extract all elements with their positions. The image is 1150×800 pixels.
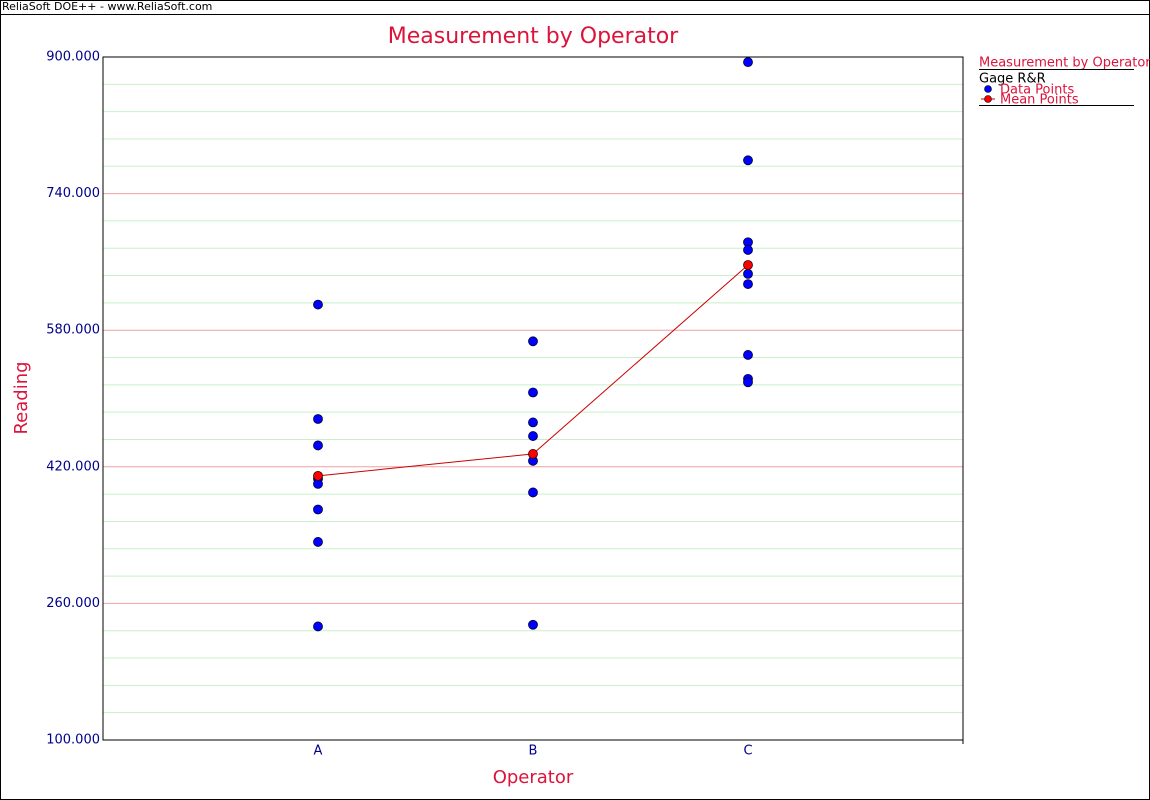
mean-point xyxy=(313,470,323,481)
data-point xyxy=(528,619,538,630)
legend: Measurement by Operator Gage R&R Data Po… xyxy=(979,56,1150,108)
data-point xyxy=(743,377,753,388)
x-tick-label: C xyxy=(743,744,752,759)
plot-frame xyxy=(102,56,964,741)
data-point xyxy=(743,57,753,68)
data-point xyxy=(313,299,323,310)
y-tick-label: 740.000 xyxy=(46,186,100,201)
caption: ReliaSoft DOE++ - www.ReliaSoft.com xyxy=(2,0,212,13)
data-point xyxy=(743,279,753,289)
data-point xyxy=(528,487,538,498)
legend-label: Data Points xyxy=(1000,83,1074,98)
y-tick-label: 100.000 xyxy=(46,733,100,748)
data-point xyxy=(743,268,753,279)
data-point xyxy=(743,350,753,360)
data-point xyxy=(313,440,323,451)
data-point xyxy=(528,417,538,428)
x-axis-label: Operator xyxy=(493,767,574,788)
x-tick-label: B xyxy=(529,744,538,759)
y-tick-label: 420.000 xyxy=(46,459,100,474)
y-tick-label: 900.000 xyxy=(46,50,100,65)
data-point xyxy=(528,336,538,347)
y-tick-label: 260.000 xyxy=(46,596,100,611)
legend-marker xyxy=(984,85,992,93)
legend-subtitle: Gage R&R xyxy=(979,72,1046,87)
legend-label: Mean Points xyxy=(1000,93,1079,108)
mean-point xyxy=(528,449,538,459)
data-point xyxy=(313,621,323,632)
mean-point xyxy=(743,260,753,270)
data-point xyxy=(743,245,753,255)
data-point xyxy=(313,537,323,547)
data-point xyxy=(528,431,538,441)
data-point xyxy=(313,414,323,424)
legend-title: Measurement by Operator xyxy=(979,56,1150,71)
chart-title: Measurement by Operator xyxy=(388,24,679,49)
y-tick-label: 580.000 xyxy=(46,323,100,338)
data-point xyxy=(313,504,323,515)
y-axis-label: Reading xyxy=(11,361,32,434)
mean-line xyxy=(317,264,749,477)
data-point xyxy=(528,387,538,398)
x-tick-label: A xyxy=(314,744,323,759)
legend-marker xyxy=(984,95,992,103)
data-point xyxy=(743,155,753,166)
